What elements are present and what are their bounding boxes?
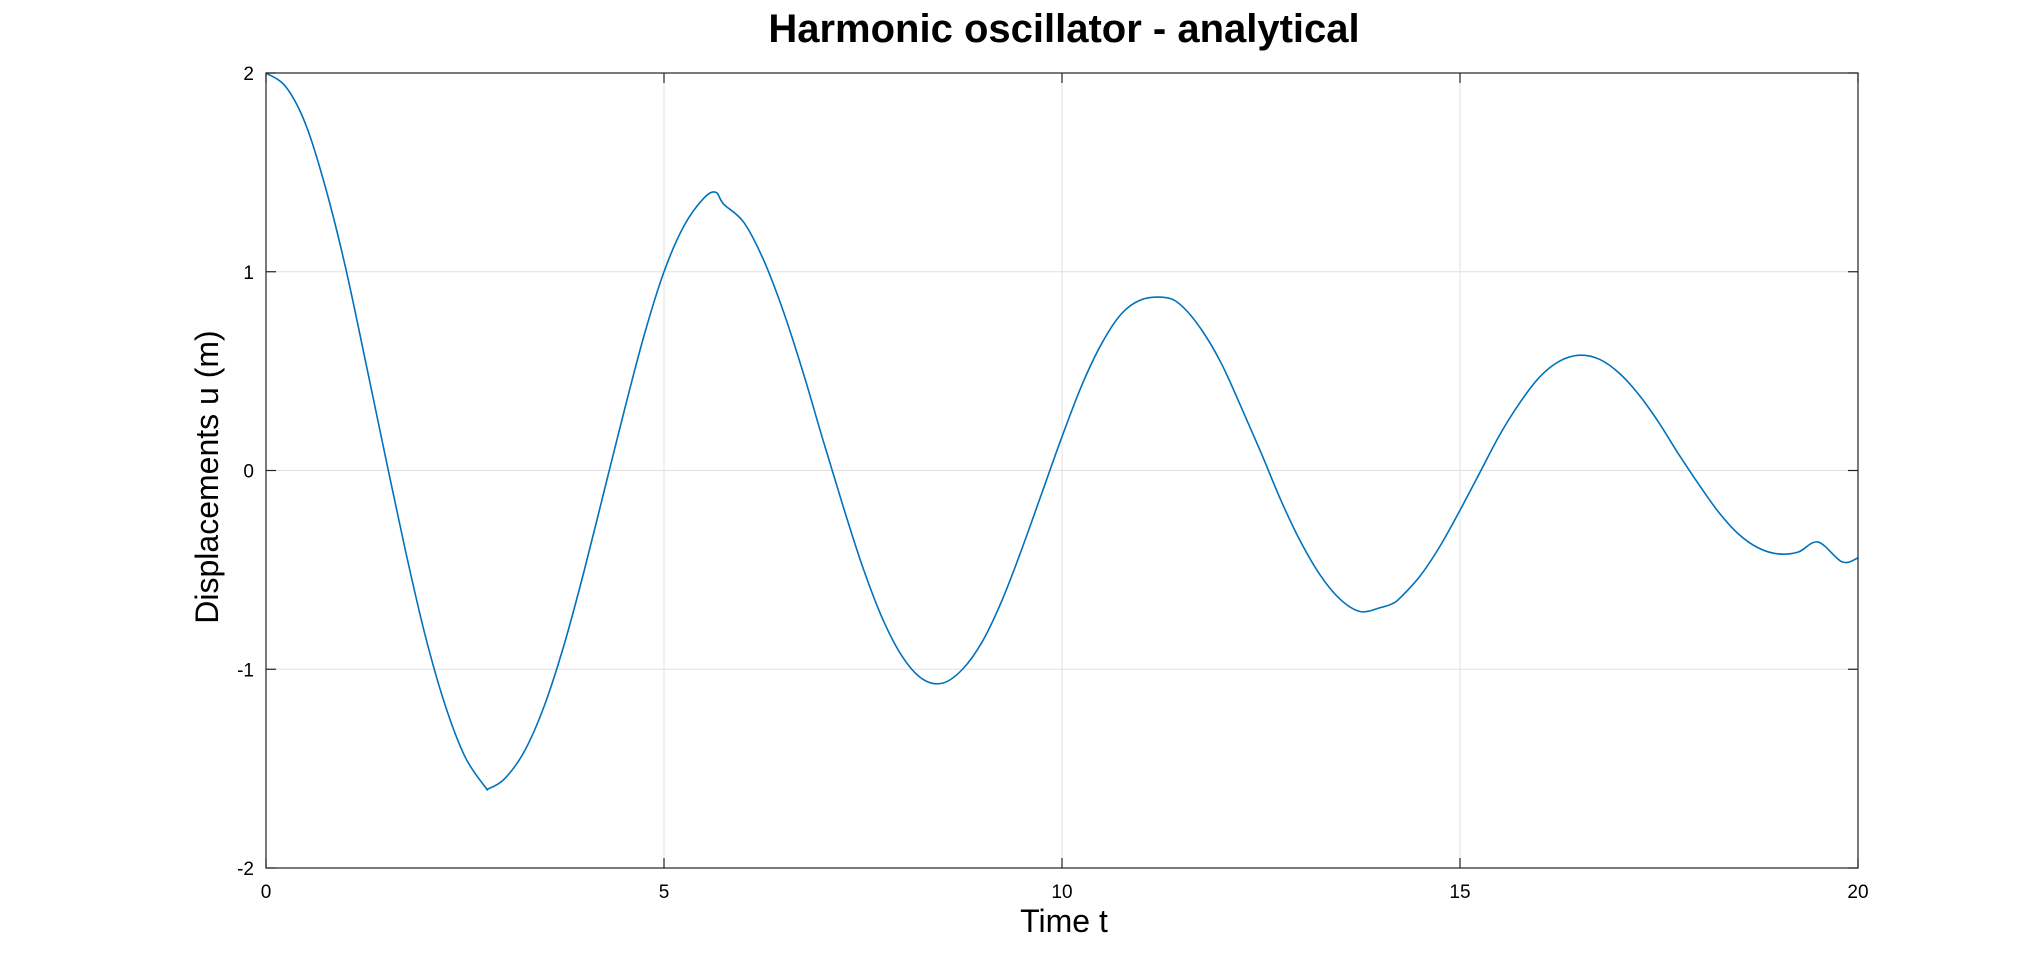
y-axis-label: Displacements u (m)	[189, 330, 225, 623]
y-tick-label: -1	[237, 660, 254, 681]
grid	[265, 72, 1859, 869]
y-tick-label: -2	[237, 859, 254, 880]
y-tick-label: 2	[243, 64, 254, 85]
x-tick-label: 15	[1449, 882, 1470, 903]
x-tick-label: 10	[1051, 882, 1072, 903]
displacement-series-line	[265, 72, 1859, 791]
chart-title: Harmonic oscillator - analytical	[768, 7, 1359, 51]
series-layer	[265, 72, 1859, 791]
y-tick-label: 1	[243, 263, 254, 284]
x-tick-label: 0	[261, 882, 272, 903]
y-tick-label: 0	[243, 462, 254, 483]
x-axis-label: Time t	[1020, 903, 1108, 939]
x-tick-label: 20	[1847, 882, 1868, 903]
x-tick-label: 5	[659, 882, 670, 903]
